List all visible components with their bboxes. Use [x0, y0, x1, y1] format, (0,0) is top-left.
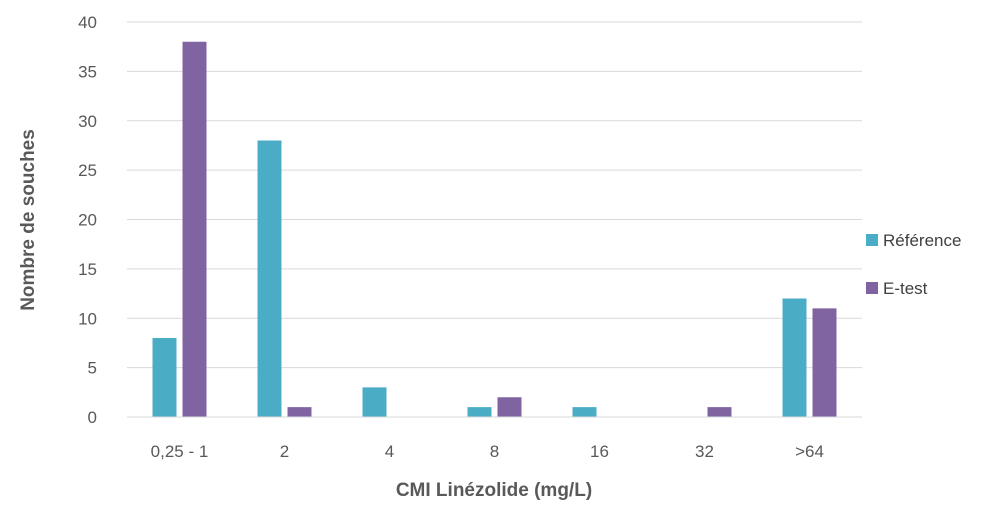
y-axis-ticks: 0 5 10 15 20 25 30 35 40	[78, 13, 97, 427]
legend-swatch	[866, 234, 878, 246]
x-tick-label: 0,25 - 1	[151, 442, 209, 461]
bar-etest-5	[707, 407, 732, 417]
bar-reference-2	[362, 387, 387, 417]
bar-reference-6	[782, 298, 807, 417]
y-tick-label: 25	[78, 161, 97, 180]
legend-label: E-test	[883, 279, 928, 298]
x-tick-label: >64	[795, 442, 824, 461]
x-axis-ticks: 0,25 - 1 2 4 8 16 32 >64	[151, 442, 824, 461]
y-tick-label: 0	[88, 408, 97, 427]
bar-etest-6	[812, 308, 837, 417]
x-tick-label: 4	[385, 442, 394, 461]
y-axis-title: Nombre de souches	[18, 129, 39, 311]
y-tick-label: 40	[78, 13, 97, 32]
bar-reference-4	[572, 407, 597, 417]
bar-reference-1	[257, 140, 282, 417]
bar-etest-1	[287, 407, 312, 417]
bars	[152, 41, 837, 417]
bar-etest-3	[497, 397, 522, 417]
x-tick-label: 8	[490, 442, 499, 461]
gridlines	[127, 21, 862, 369]
x-tick-label: 32	[695, 442, 714, 461]
legend-label: Référence	[883, 231, 961, 250]
bar-reference-0	[152, 338, 177, 417]
y-tick-label: 35	[78, 62, 97, 81]
y-tick-label: 15	[78, 260, 97, 279]
y-tick-label: 5	[88, 359, 97, 378]
x-axis-title: CMI Linézolide (mg/L)	[396, 480, 592, 501]
bar-etest-0	[182, 41, 207, 417]
y-tick-label: 20	[78, 211, 97, 230]
x-tick-label: 2	[280, 442, 289, 461]
legend: Référence E-test	[866, 231, 961, 298]
y-tick-label: 10	[78, 309, 97, 328]
y-tick-label: 30	[78, 112, 97, 131]
legend-swatch	[866, 282, 878, 294]
bar-reference-3	[467, 407, 492, 417]
x-tick-label: 16	[590, 442, 609, 461]
